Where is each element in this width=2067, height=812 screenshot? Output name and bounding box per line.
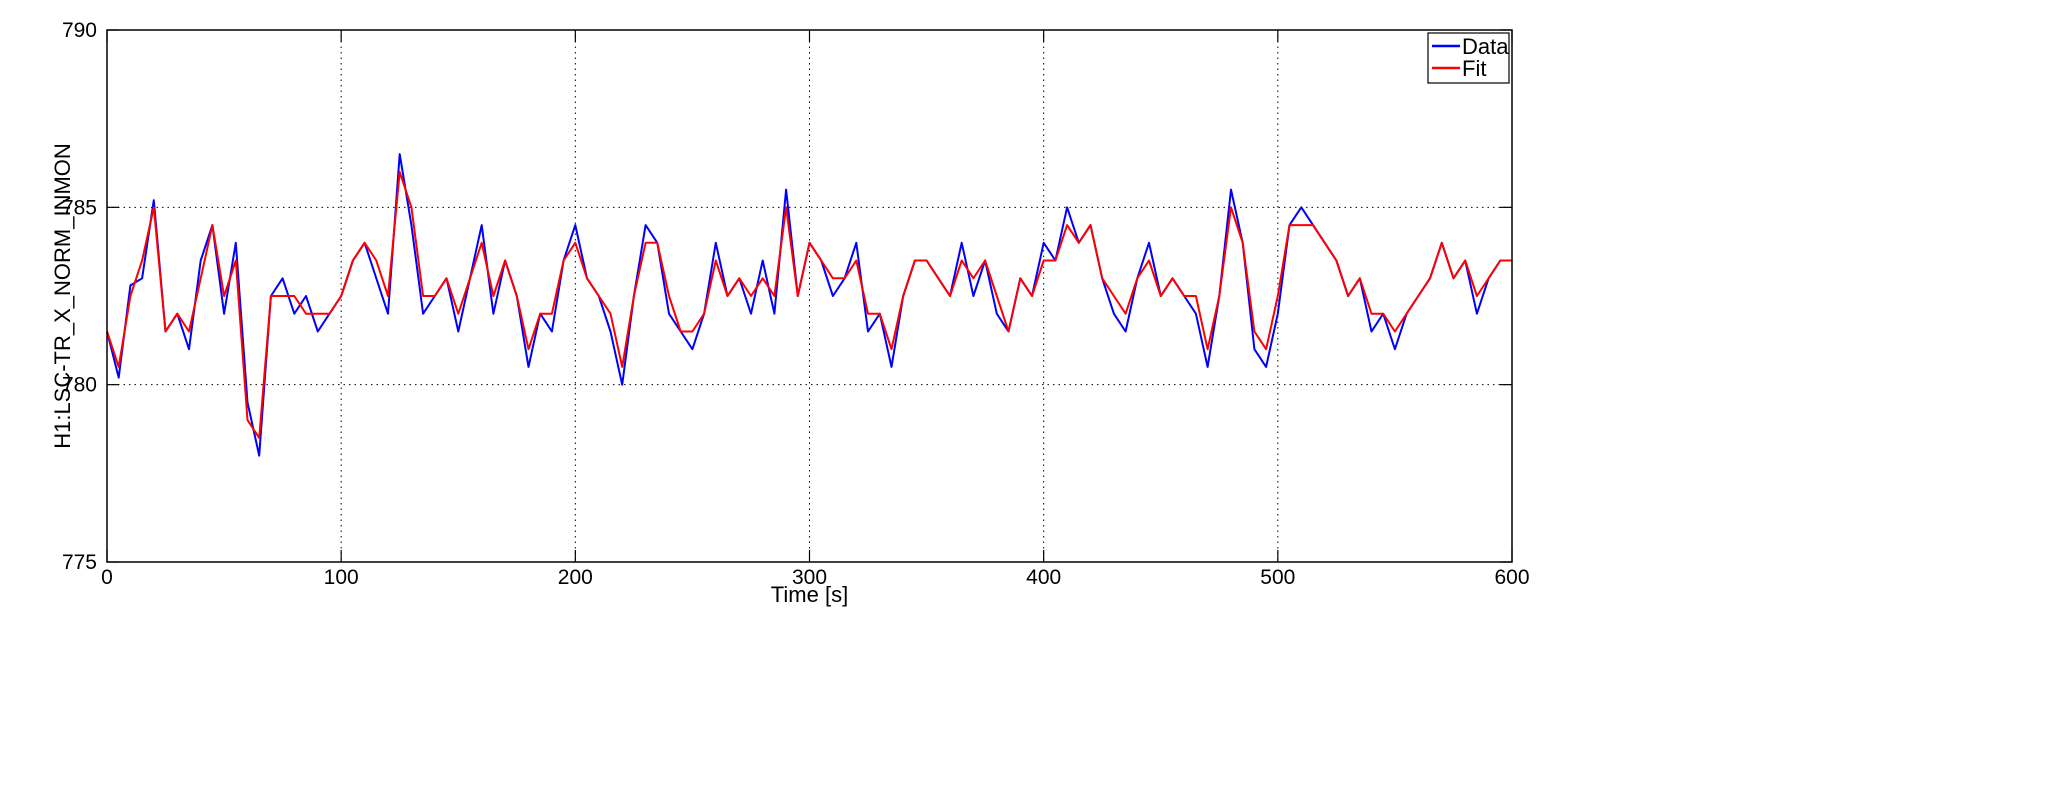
grid-lines (107, 30, 1512, 562)
x-tick-label: 200 (558, 566, 593, 589)
series-layer (106, 153, 1512, 457)
x-tick-labels: 0 100 200 300 400 500 600 (101, 566, 1529, 589)
y-tick-label: 780 (62, 374, 97, 397)
x-tick-label: 100 (324, 566, 359, 589)
y-tick-labels: 775 780 785 790 (62, 19, 97, 574)
x-tick-label: 0 (101, 566, 113, 589)
x-axis-label: Time [s] (771, 582, 848, 607)
x-tick-label: 500 (1260, 566, 1295, 589)
x-tick-label: 300 (792, 566, 827, 589)
legend-label-fit: Fit (1462, 56, 1486, 81)
x-tick-label: 400 (1026, 566, 1061, 589)
x-tick-label: 600 (1494, 566, 1529, 589)
series-line-fit (106, 170, 1512, 439)
legend-box (1427, 32, 1510, 84)
y-tick-label: 775 (62, 551, 97, 574)
y-tick-label: 790 (62, 19, 97, 42)
legend-label-data: Data (1462, 34, 1509, 59)
y-axis-label: H1:LSC-TR_X_NORM_INMON (50, 143, 75, 449)
axis-ticks (106, 29, 1513, 563)
y-tick-label: 785 (62, 196, 97, 219)
legend: Data Fit (1427, 32, 1510, 84)
